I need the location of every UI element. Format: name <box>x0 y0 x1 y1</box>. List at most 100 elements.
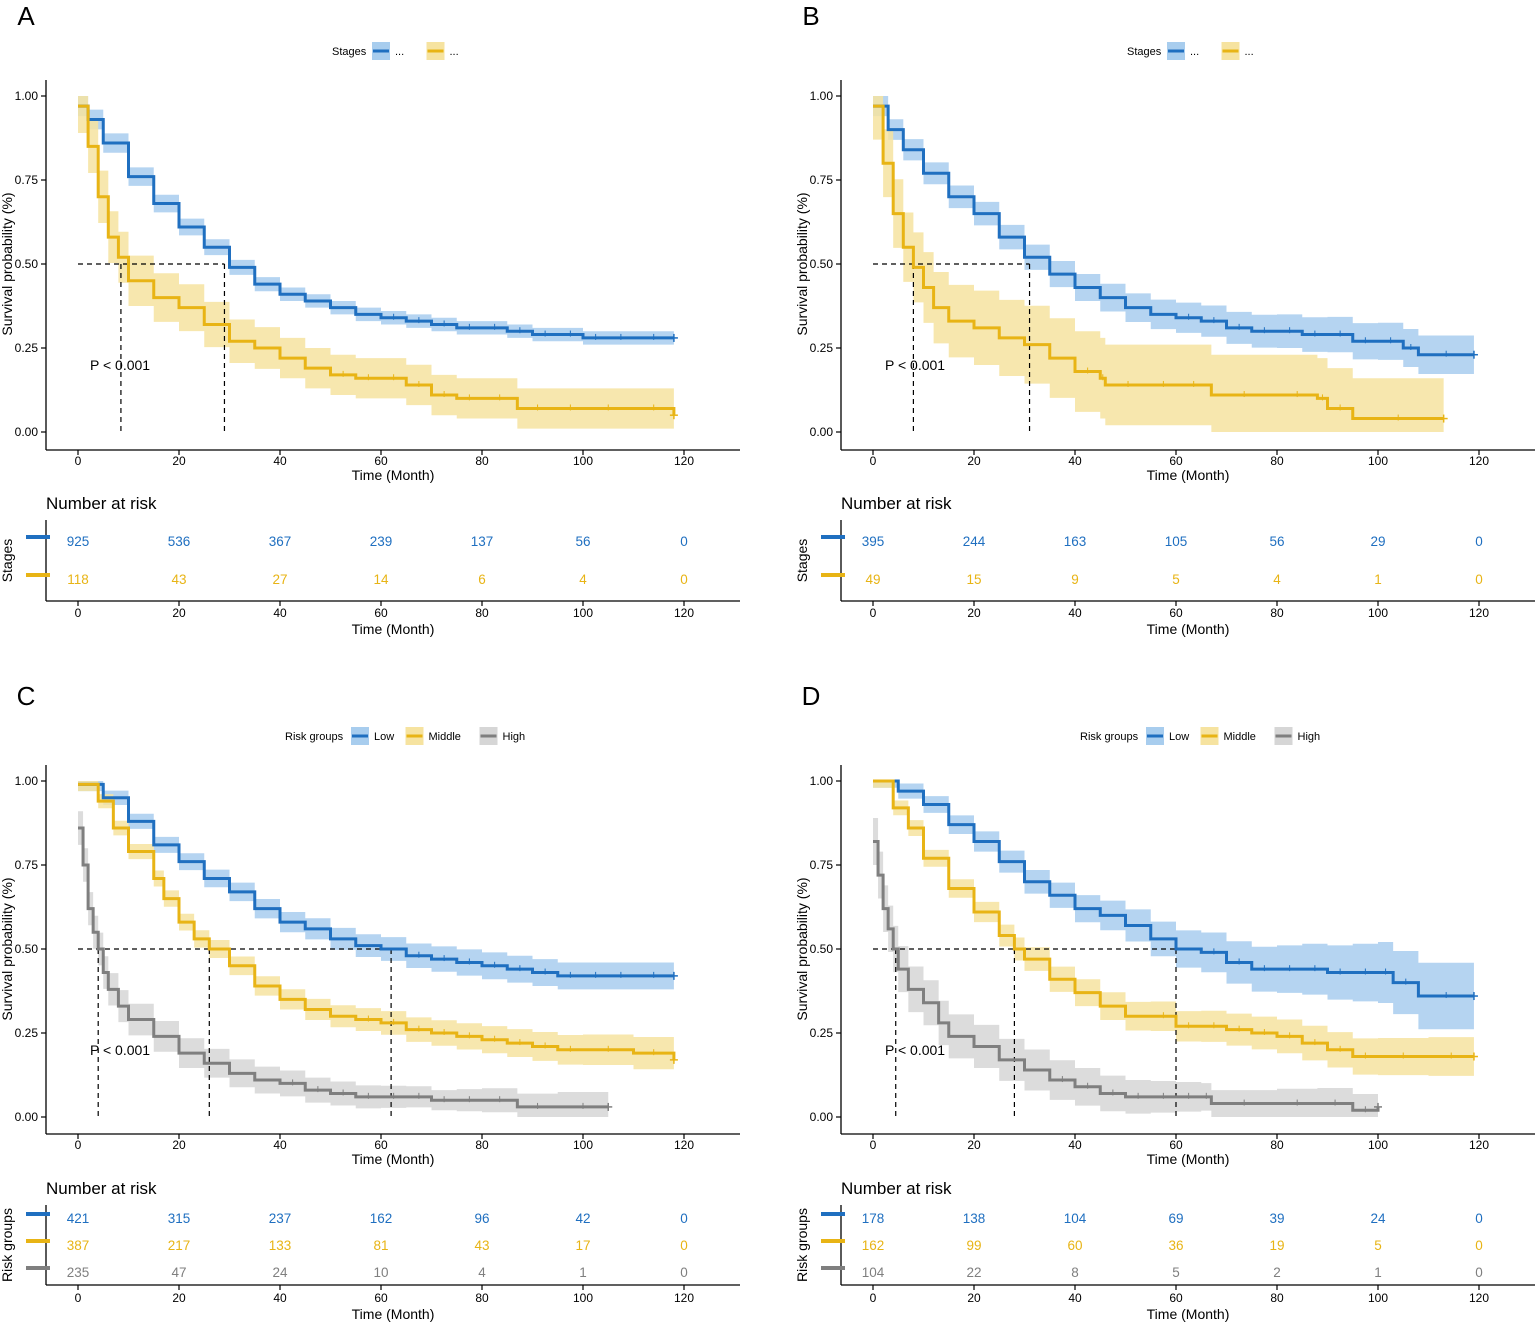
survival-line-2 <box>873 839 1380 1112</box>
risk-count: 43 <box>474 1238 489 1253</box>
risk-count: 163 <box>1064 534 1087 549</box>
x-tick-label: 120 <box>1469 1138 1489 1152</box>
x-tick-label: 20 <box>172 454 186 468</box>
risk-count: 4 <box>1273 572 1281 587</box>
x-tick-label: 80 <box>475 454 489 468</box>
risk-count: 49 <box>865 572 880 587</box>
x-tick-label: 100 <box>573 1138 593 1152</box>
y-tick-label: 0.50 <box>810 942 834 956</box>
survival-line-0 <box>78 104 674 340</box>
risk-x-tick-label: 0 <box>75 1291 82 1305</box>
risk-count: 1 <box>1374 1265 1382 1280</box>
risk-count: 0 <box>1475 1238 1483 1253</box>
risk-count: 24 <box>272 1265 288 1280</box>
y-tick-label: 1.00 <box>810 89 834 103</box>
x-axis-label: Time (Month) <box>1147 467 1230 483</box>
y-tick-label: 0.50 <box>15 942 39 956</box>
y-tick-label: 0.50 <box>810 257 834 271</box>
y-tick-label: 0.75 <box>15 173 39 187</box>
risk-y-axis-label: Stages <box>794 539 810 583</box>
risk-x-axis-label: Time (Month) <box>352 621 435 637</box>
risk-count: 15 <box>966 572 981 587</box>
legend-label: ... <box>1245 46 1254 58</box>
risk-count: 0 <box>680 1211 688 1226</box>
risk-x-tick-label: 80 <box>1270 606 1284 620</box>
plot-axes: 0.00 0.25 0.50 0.75 1.00 0 20 40 60 80 100 120 Time … <box>794 80 1535 483</box>
risk-count: 367 <box>269 534 292 549</box>
risk-count: 244 <box>963 534 986 549</box>
risk-x-tick-label: 120 <box>1469 1291 1489 1305</box>
risk-count: 2 <box>1273 1265 1281 1280</box>
y-tick-label: 0.75 <box>15 858 39 872</box>
risk-x-tick-label: 80 <box>475 1291 489 1305</box>
risk-table: Number at risk 925 536 367 239 137 56 0 118 43 27 1… <box>0 494 740 637</box>
legend: Risk groups Low Middle High <box>285 727 525 745</box>
y-axis-label: Survival probability (%) <box>0 192 15 335</box>
risk-count: 60 <box>1067 1238 1082 1253</box>
legend-label: Middle <box>1224 731 1256 743</box>
risk-count: 162 <box>370 1211 393 1226</box>
x-tick-label: 20 <box>172 1138 186 1152</box>
x-tick-label: 100 <box>573 454 593 468</box>
risk-x-tick-label: 100 <box>1368 606 1388 620</box>
risk-count: 133 <box>269 1238 292 1253</box>
confidence-band--1 <box>78 96 674 432</box>
risk-x-tick-label: 60 <box>1169 606 1183 620</box>
risk-count: 104 <box>1064 1211 1087 1226</box>
y-tick-label: 0.25 <box>810 341 834 355</box>
median-lines <box>78 263 226 432</box>
confidence-band-low-0 <box>78 781 674 990</box>
legend-label: ... <box>1190 46 1199 58</box>
legend-label: High <box>503 731 526 743</box>
risk-table-title: Number at risk <box>46 1179 157 1198</box>
x-tick-label: 40 <box>1068 1138 1082 1152</box>
panel-a: A Stages... ... P < 0.001 0.00 0.25 0.50 0.75 1.… <box>0 1 740 637</box>
risk-count: 14 <box>373 572 389 587</box>
risk-count: 387 <box>67 1238 90 1253</box>
y-tick-label: 0.00 <box>810 425 834 439</box>
plot-axes: 0.00 0.25 0.50 0.75 1.00 0 20 40 60 80 100 120 Time … <box>794 765 1535 1167</box>
risk-count: 1 <box>1374 572 1382 587</box>
x-tick-label: 40 <box>273 1138 287 1152</box>
y-tick-label: 1.00 <box>15 89 39 103</box>
x-tick-label: 60 <box>1169 454 1183 468</box>
p-value-label: P < 0.001 <box>885 1042 945 1058</box>
risk-count: 162 <box>862 1238 885 1253</box>
x-tick-label: 40 <box>273 454 287 468</box>
risk-count: 56 <box>575 534 590 549</box>
risk-x-tick-label: 20 <box>967 1291 981 1305</box>
legend: Risk groups Low Middle High <box>1080 727 1320 745</box>
median-lines <box>873 948 1177 1117</box>
risk-x-tick-label: 20 <box>172 606 186 620</box>
risk-count: 421 <box>67 1211 90 1226</box>
risk-count: 104 <box>862 1265 885 1280</box>
risk-count: 0 <box>1475 1265 1483 1280</box>
risk-count: 105 <box>1165 534 1188 549</box>
confidence-band--0 <box>78 96 674 345</box>
p-value-label: P < 0.001 <box>885 357 945 373</box>
x-tick-label: 120 <box>1469 454 1489 468</box>
x-axis-label: Time (Month) <box>1147 1151 1230 1167</box>
risk-count: 178 <box>862 1211 885 1226</box>
x-tick-label: 20 <box>967 454 981 468</box>
risk-x-tick-label: 40 <box>273 606 287 620</box>
risk-count: 56 <box>1269 534 1284 549</box>
risk-count: 36 <box>1168 1238 1183 1253</box>
x-tick-label: 60 <box>374 1138 388 1152</box>
risk-count: 81 <box>373 1238 388 1253</box>
risk-count: 9 <box>1071 572 1079 587</box>
legend-label: Low <box>374 731 394 743</box>
risk-count: 235 <box>67 1265 90 1280</box>
risk-count: 39 <box>1269 1211 1284 1226</box>
risk-count: 4 <box>579 572 587 587</box>
risk-count: 99 <box>966 1238 981 1253</box>
p-value-label: P < 0.001 <box>90 1042 150 1058</box>
x-tick-label: 100 <box>1368 454 1388 468</box>
risk-count: 69 <box>1168 1211 1183 1226</box>
risk-x-tick-label: 80 <box>475 606 489 620</box>
risk-x-tick-label: 20 <box>172 1291 186 1305</box>
y-tick-label: 1.00 <box>810 774 834 788</box>
risk-count: 0 <box>680 572 688 587</box>
legend-label: High <box>1298 731 1321 743</box>
